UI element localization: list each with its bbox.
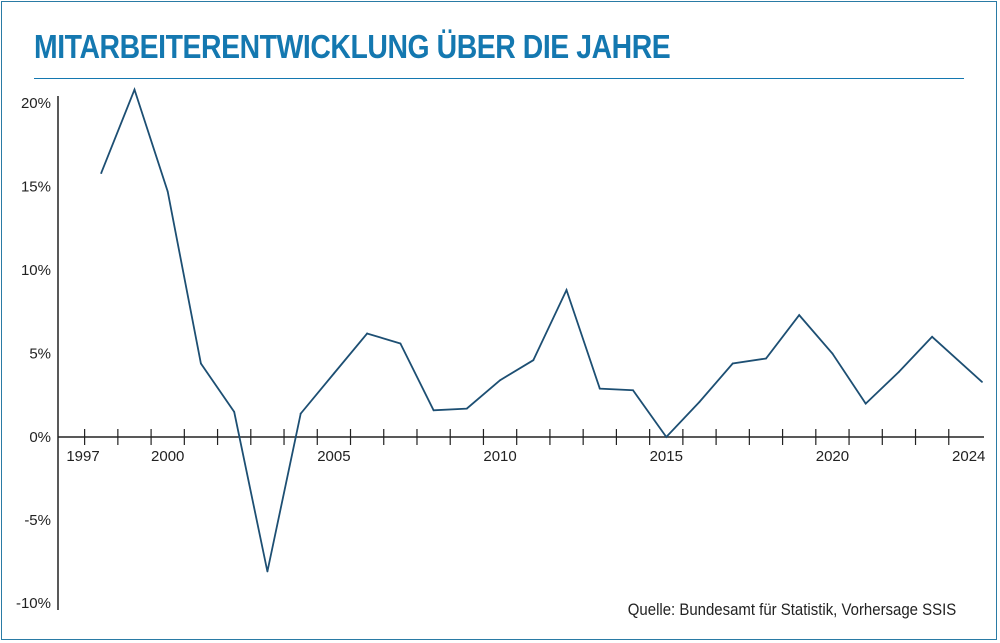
x-tick-label: 2024 bbox=[952, 448, 985, 465]
data-point bbox=[465, 407, 468, 410]
y-tick-label: 5% bbox=[29, 346, 51, 363]
data-point bbox=[366, 332, 369, 335]
data-point bbox=[266, 570, 269, 573]
x-tick-label: 1997 bbox=[66, 448, 99, 465]
series-group bbox=[100, 86, 983, 573]
data-point bbox=[100, 172, 103, 175]
data-point bbox=[133, 88, 136, 91]
data-point bbox=[765, 357, 767, 360]
x-tick-label: 2000 bbox=[151, 448, 184, 465]
data-point bbox=[200, 362, 202, 365]
data-point bbox=[399, 342, 402, 345]
data-point bbox=[665, 436, 668, 438]
data-point bbox=[931, 335, 934, 338]
data-point bbox=[831, 352, 834, 355]
x-tick-label: 2005 bbox=[317, 448, 350, 465]
data-point bbox=[532, 359, 535, 362]
data-point bbox=[731, 362, 734, 365]
x-tick-label: 2015 bbox=[650, 448, 683, 465]
data-point bbox=[432, 409, 435, 412]
y-tick-label: -10% bbox=[16, 595, 51, 612]
x-tick-label: 2020 bbox=[816, 448, 849, 465]
source-note: Quelle: Bundesamt für Statistik, Vorhers… bbox=[627, 600, 956, 619]
data-point bbox=[632, 389, 634, 392]
data-point bbox=[864, 402, 867, 405]
y-axis: 20% 15% 10% 5% 0% -5% -10% bbox=[16, 95, 59, 612]
data-point bbox=[233, 411, 236, 413]
data-point bbox=[981, 380, 983, 383]
data-point bbox=[798, 314, 801, 316]
y-tick-label: 10% bbox=[21, 262, 51, 279]
data-point bbox=[332, 372, 335, 375]
data-point bbox=[598, 387, 601, 390]
data-point bbox=[898, 370, 900, 373]
data-point bbox=[299, 412, 302, 415]
x-tick-label: 2010 bbox=[483, 448, 516, 465]
data-point bbox=[499, 379, 501, 382]
y-tick-label: 15% bbox=[21, 179, 51, 196]
data-point bbox=[698, 401, 701, 403]
x-axis: 1997 2000 2005 2010 2015 2020 2024 bbox=[58, 429, 985, 465]
data-point bbox=[166, 190, 169, 193]
y-tick-label: 20% bbox=[21, 95, 51, 112]
y-tick-label: -5% bbox=[24, 512, 51, 529]
series-line bbox=[100, 86, 983, 572]
y-tick-label: 0% bbox=[29, 429, 51, 446]
chart-title: MITARBEITERENTWICKLUNG ÜBER DIE JAHRE bbox=[34, 28, 671, 65]
data-point bbox=[565, 289, 568, 291]
title-divider bbox=[34, 78, 964, 79]
